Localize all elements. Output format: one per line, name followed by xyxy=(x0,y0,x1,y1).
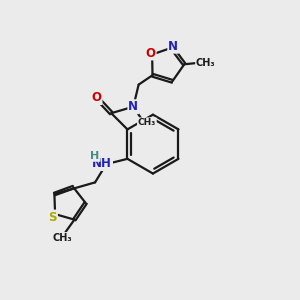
Text: NH: NH xyxy=(92,157,112,170)
Text: O: O xyxy=(92,91,101,104)
Text: N: N xyxy=(168,40,178,53)
Text: CH₃: CH₃ xyxy=(53,233,72,243)
Text: N: N xyxy=(128,100,138,113)
Text: O: O xyxy=(146,46,156,59)
Text: S: S xyxy=(49,211,57,224)
Text: CH₃: CH₃ xyxy=(196,58,216,68)
Text: CH₃: CH₃ xyxy=(138,118,156,127)
Text: H: H xyxy=(90,151,100,161)
